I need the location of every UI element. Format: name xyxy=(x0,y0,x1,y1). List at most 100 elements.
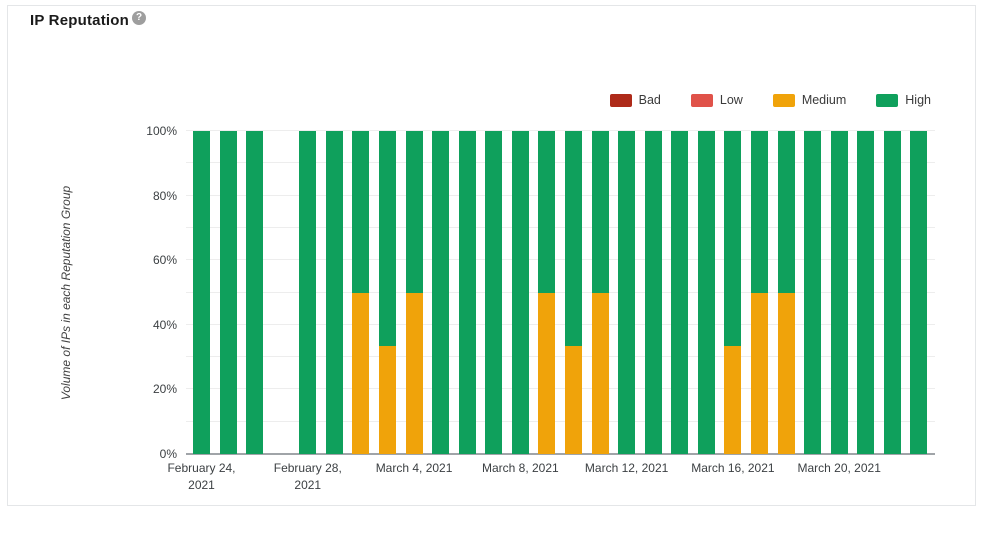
bar-column[interactable] xyxy=(246,131,264,454)
bar-segment-high[interactable] xyxy=(219,131,237,454)
bar-segment-high[interactable] xyxy=(671,131,689,454)
legend-swatch-medium xyxy=(772,93,795,107)
y-tick-label: 100% xyxy=(146,124,177,138)
bar-column[interactable] xyxy=(644,131,662,454)
bar-segment-medium[interactable] xyxy=(777,292,795,454)
x-tick-label: March 8, 2021 xyxy=(481,461,559,475)
bar-segment-high[interactable] xyxy=(724,131,742,347)
x-tick-label: February 28, 2021 xyxy=(273,461,342,492)
bar-column[interactable] xyxy=(378,131,396,454)
legend-item-medium[interactable]: Medium xyxy=(772,93,846,107)
x-tick-label: March 20, 2021 xyxy=(797,461,881,475)
bar-column[interactable] xyxy=(485,131,503,454)
bar-segment-high[interactable] xyxy=(697,131,715,454)
bar-segment-high[interactable] xyxy=(299,131,317,454)
bar-segment-high[interactable] xyxy=(591,131,609,293)
x-axis-line xyxy=(186,453,935,455)
gridline xyxy=(186,356,935,358)
bar-column[interactable] xyxy=(618,131,636,454)
bar-column[interactable] xyxy=(193,131,210,454)
bar-segment-high[interactable] xyxy=(458,131,476,454)
bar-segment-high[interactable] xyxy=(857,131,875,454)
bar-segment-high[interactable] xyxy=(883,131,901,454)
gridline xyxy=(186,130,935,131)
gridline xyxy=(186,323,935,325)
y-tick-label: 20% xyxy=(152,382,177,397)
bar-segment-high[interactable] xyxy=(246,131,264,454)
bar-segment-medium[interactable] xyxy=(564,346,582,454)
bar-column[interactable] xyxy=(804,131,822,454)
bar-column[interactable] xyxy=(405,131,423,454)
page-title: IP Reputation xyxy=(30,12,129,29)
bar-segment-high[interactable] xyxy=(432,131,450,454)
gridline xyxy=(186,291,935,293)
bar-segment-high[interactable] xyxy=(618,131,636,454)
gridline xyxy=(186,259,935,261)
bar-column[interactable] xyxy=(697,131,715,454)
legend-item-high[interactable]: High xyxy=(876,93,931,107)
bar-segment-medium[interactable] xyxy=(352,292,370,454)
x-tick-label: February 24, 2021 xyxy=(167,461,236,492)
x-tick-label: March 16, 2021 xyxy=(691,461,775,475)
legend-item-bad[interactable]: Bad xyxy=(609,93,661,107)
y-tick-label: 0% xyxy=(159,447,177,461)
bar-column[interactable] xyxy=(910,131,928,454)
bar-column[interactable] xyxy=(857,131,875,454)
gridline xyxy=(186,226,935,228)
bar-segment-high[interactable] xyxy=(538,131,556,293)
bar-column[interactable] xyxy=(432,131,450,454)
bar-segment-medium[interactable] xyxy=(750,292,768,454)
bar-segment-medium[interactable] xyxy=(591,292,609,454)
bar-column[interactable] xyxy=(458,131,476,454)
x-tick-label: March 12, 2021 xyxy=(584,461,669,475)
y-tick-label: 80% xyxy=(152,188,177,203)
y-axis-title: Volume of IPs in each Reputation Group xyxy=(59,185,73,401)
bar-column[interactable] xyxy=(538,131,556,454)
bar-column[interactable] xyxy=(591,131,609,454)
bar-segment-high[interactable] xyxy=(325,131,343,454)
bar-segment-high[interactable] xyxy=(564,131,582,347)
chart-legend: Bad Low Medium High xyxy=(609,93,931,107)
bar-column[interactable] xyxy=(511,131,529,454)
help-icon[interactable]: ? xyxy=(132,11,146,25)
x-tick-label: March 4, 2021 xyxy=(375,461,453,475)
bar-segment-high[interactable] xyxy=(378,131,396,347)
bar-segment-high[interactable] xyxy=(750,131,768,293)
bar-segment-high[interactable] xyxy=(193,131,210,454)
bar-column[interactable] xyxy=(777,131,795,454)
y-tick-label: 60% xyxy=(152,253,177,268)
card-header: IP Reputation ? xyxy=(30,11,146,30)
bar-column[interactable] xyxy=(750,131,768,454)
bar-column[interactable] xyxy=(273,131,290,454)
legend-swatch-low xyxy=(690,93,713,107)
gridline xyxy=(186,194,935,196)
bar-column[interactable] xyxy=(299,131,317,454)
bar-segment-high[interactable] xyxy=(804,131,822,454)
bar-segment-high[interactable] xyxy=(485,131,503,454)
bar-column[interactable] xyxy=(325,131,343,454)
bar-segment-medium[interactable] xyxy=(538,292,556,454)
bar-segment-high[interactable] xyxy=(777,131,795,293)
legend-item-low[interactable]: Low xyxy=(690,93,743,107)
bar-column[interactable] xyxy=(724,131,742,454)
bar-segment-medium[interactable] xyxy=(378,346,396,454)
bar-segment-medium[interactable] xyxy=(405,292,423,454)
gridline xyxy=(186,388,935,390)
bar-segment-high[interactable] xyxy=(511,131,529,454)
legend-swatch-high xyxy=(876,93,899,107)
bar-segment-medium[interactable] xyxy=(724,346,742,454)
bar-segment-high[interactable] xyxy=(352,131,370,293)
bar-column[interactable] xyxy=(564,131,582,454)
y-tick-label: 40% xyxy=(152,317,177,332)
bar-column[interactable] xyxy=(219,131,237,454)
plot-area: 0% 20% 40% 60% 80% 100% February 24, 2021 Febru… xyxy=(146,124,935,492)
legend-label-high: High xyxy=(905,93,931,107)
bar-segment-high[interactable] xyxy=(910,131,928,454)
bar-column[interactable] xyxy=(830,131,848,454)
bar-segment-high[interactable] xyxy=(830,131,848,454)
bar-column[interactable] xyxy=(671,131,689,454)
bar-segment-high[interactable] xyxy=(405,131,423,293)
bar-column[interactable] xyxy=(883,131,901,454)
bar-column[interactable] xyxy=(352,131,370,454)
bar-segment-high[interactable] xyxy=(644,131,662,454)
